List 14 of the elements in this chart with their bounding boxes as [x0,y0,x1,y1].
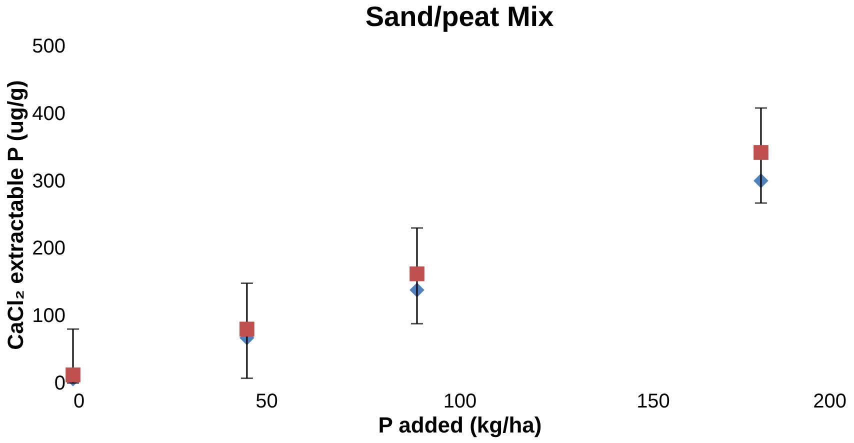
x-tick-label: 50 [256,390,278,412]
y-tick-label: 300 [32,170,66,192]
y-tick-label: 200 [32,238,66,260]
y-axis-title: CaCl₂ extractable P (ug/g) [3,80,28,350]
y-tick-label: 500 [32,36,66,58]
y-tick-label: 100 [32,305,66,328]
x-tick-label: 150 [636,390,670,412]
y-tick-label: 0 [54,372,66,394]
x-tick-label: 200 [813,390,846,412]
chart-title: Sand/peat Mix [365,1,554,32]
x-axis-title: P added (kg/ha) [378,412,542,438]
x-tick-label: 0 [74,390,85,412]
y-tick-label: 400 [32,102,66,125]
x-tick-label: 100 [443,390,477,412]
